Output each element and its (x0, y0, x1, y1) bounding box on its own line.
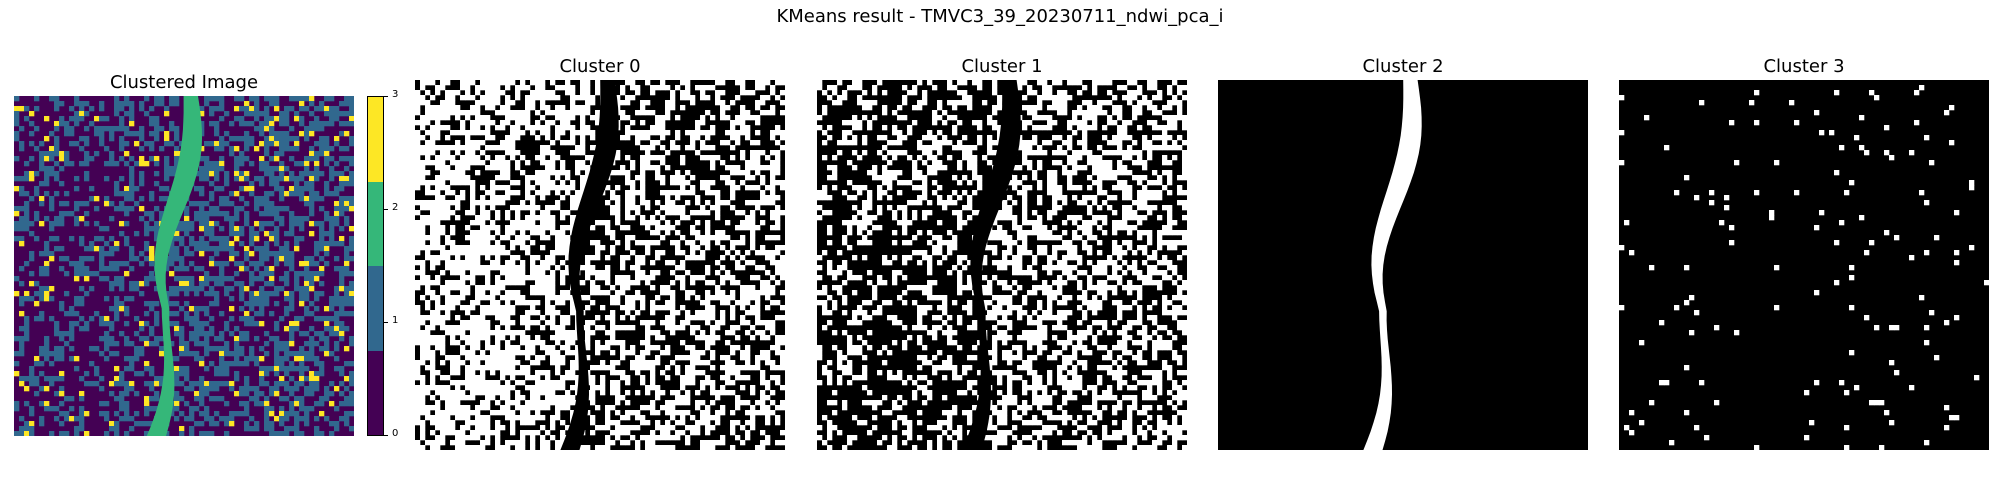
panel-title-cluster-1: Cluster 1 (961, 56, 1043, 77)
panel-title-cluster-3: Cluster 3 (1763, 56, 1845, 77)
cluster-0-mask (415, 80, 785, 450)
panel-title-cluster-2: Cluster 2 (1362, 56, 1444, 77)
panel-title-cluster-0: Cluster 0 (559, 56, 641, 77)
colorbar-tick-0: 0 (392, 428, 399, 439)
panel-title-clustered: Clustered Image (109, 72, 259, 93)
figure-title: KMeans result - TMVC3_39_20230711_ndwi_p… (776, 6, 1224, 27)
cluster-3-mask (1619, 80, 1989, 450)
colorbar-tick-2: 2 (392, 202, 399, 213)
colorbar-tick-3: 3 (392, 89, 399, 100)
cluster-1-mask (817, 80, 1187, 450)
colorbar (367, 96, 384, 436)
clustered-image (14, 96, 354, 436)
colorbar-tick-1: 1 (392, 315, 399, 326)
cluster-2-mask (1218, 80, 1588, 450)
